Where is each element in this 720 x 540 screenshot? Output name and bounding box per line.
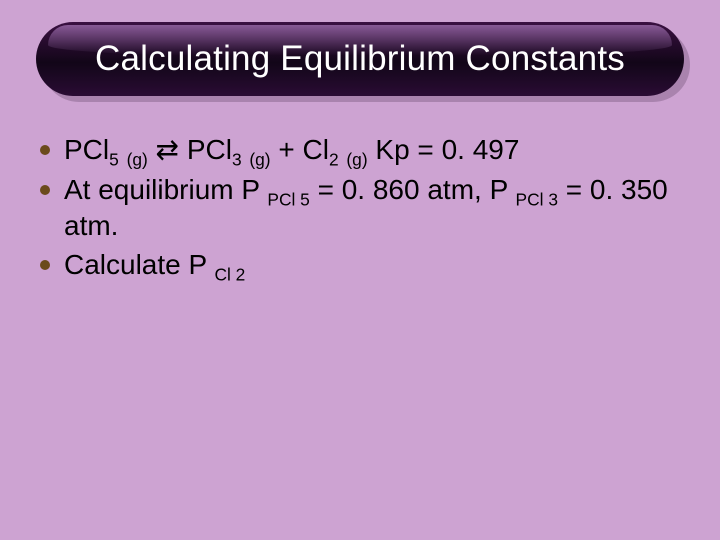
title-pill: Calculating Equilibrium Constants xyxy=(36,22,684,96)
list-item: PCl5 (g) ⇄ PCl3 (g) + Cl2 (g) Kp = 0. 49… xyxy=(40,132,680,168)
equilibrium-lead: At equilibrium P xyxy=(64,174,267,205)
product2-subscript: 2 xyxy=(329,150,339,170)
bullet-icon xyxy=(40,145,50,155)
list-item: Calculate P Cl 2 xyxy=(40,247,680,283)
pressure-sub-2: PCl 3 xyxy=(516,189,558,209)
bullet-text-1: PCl5 (g) ⇄ PCl3 (g) + Cl2 (g) Kp = 0. 49… xyxy=(64,132,680,168)
calculate-lead: Calculate P xyxy=(64,249,214,280)
equilibrium-arrow: ⇄ xyxy=(148,134,187,165)
plus-sign: + xyxy=(271,134,303,165)
bullet-icon xyxy=(40,185,50,195)
kp-value: Kp = 0. 497 xyxy=(368,134,520,165)
product2-formula: Cl xyxy=(303,134,329,165)
bullet-text-3: Calculate P Cl 2 xyxy=(64,247,680,283)
pressure-val-1: = 0. 860 atm, P xyxy=(310,174,516,205)
reactant-subscript: 5 xyxy=(109,150,119,170)
reactant-formula: PCl xyxy=(64,134,109,165)
product1-formula: PCl xyxy=(187,134,232,165)
pressure-sub-1: PCl 5 xyxy=(267,189,309,209)
bullet-icon xyxy=(40,260,50,270)
reactant-state: (g) xyxy=(127,150,148,170)
calculate-sub: Cl 2 xyxy=(214,265,245,285)
title-container: Calculating Equilibrium Constants xyxy=(36,22,684,96)
bullet-text-2: At equilibrium P PCl 5 = 0. 860 atm, P P… xyxy=(64,172,680,244)
product1-subscript: 3 xyxy=(232,150,242,170)
slide-title: Calculating Equilibrium Constants xyxy=(95,39,625,79)
bullet-list: PCl5 (g) ⇄ PCl3 (g) + Cl2 (g) Kp = 0. 49… xyxy=(40,132,680,287)
list-item: At equilibrium P PCl 5 = 0. 860 atm, P P… xyxy=(40,172,680,244)
product1-state: (g) xyxy=(249,150,270,170)
product2-state: (g) xyxy=(346,150,367,170)
